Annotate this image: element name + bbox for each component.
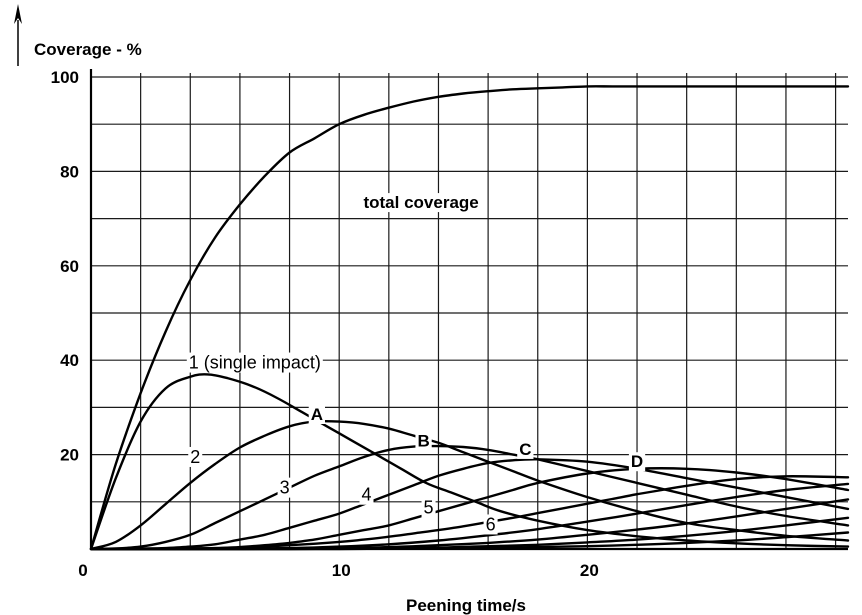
curve-label-background <box>277 477 292 498</box>
curve-label-background <box>517 439 534 459</box>
curve-label-background <box>359 484 374 505</box>
grid <box>91 73 848 549</box>
x-tick-label: 0 <box>78 561 87 580</box>
series-line-11 <box>89 531 850 551</box>
curves <box>89 85 850 551</box>
curve-label: total coverage <box>363 193 478 212</box>
x-tick-label: 10 <box>332 561 351 580</box>
curve-label: 1 (single impact) <box>189 353 321 373</box>
curve-label-background <box>186 352 323 373</box>
series-line-1 <box>89 85 850 551</box>
curve-label: A <box>311 405 323 424</box>
curve-label-background <box>308 405 325 425</box>
curve-label: 4 <box>361 485 371 505</box>
curve-label-background <box>415 431 432 451</box>
y-tick-label: 60 <box>60 257 79 276</box>
curve-label: 3 <box>280 478 290 498</box>
y-tick-label: 100 <box>51 68 79 87</box>
curve-label-background <box>628 452 646 472</box>
x-axis-title: Peening time/s <box>406 596 526 615</box>
y-tick-label: 20 <box>60 446 79 465</box>
curve-label: B <box>417 431 429 450</box>
y-axis-title: Coverage - % <box>34 40 142 59</box>
curve-label: D <box>631 452 643 471</box>
series-line-4 <box>89 444 850 551</box>
series-line-2 <box>89 373 850 551</box>
annotations: total coverage 1 (single impact) 2 3 4 5 6 A B C D <box>186 193 646 535</box>
curve-label: C <box>519 440 531 459</box>
y-tick-label: 40 <box>60 351 79 370</box>
tick-labels: 20 40 60 80 100 0 10 20 <box>51 68 599 580</box>
x-tick-label: 20 <box>580 561 599 580</box>
curve-label: 6 <box>486 514 496 534</box>
series-line-3 <box>89 419 850 551</box>
curve-label-background <box>483 514 498 535</box>
y-axis-arrow-icon <box>14 4 22 24</box>
curve-label-background <box>421 497 436 518</box>
curve-label-background <box>188 446 203 467</box>
curve-label: 5 <box>424 497 434 517</box>
curve-label: 2 <box>190 447 200 467</box>
y-tick-label: 80 <box>60 162 79 181</box>
curve-label-background <box>361 193 481 213</box>
